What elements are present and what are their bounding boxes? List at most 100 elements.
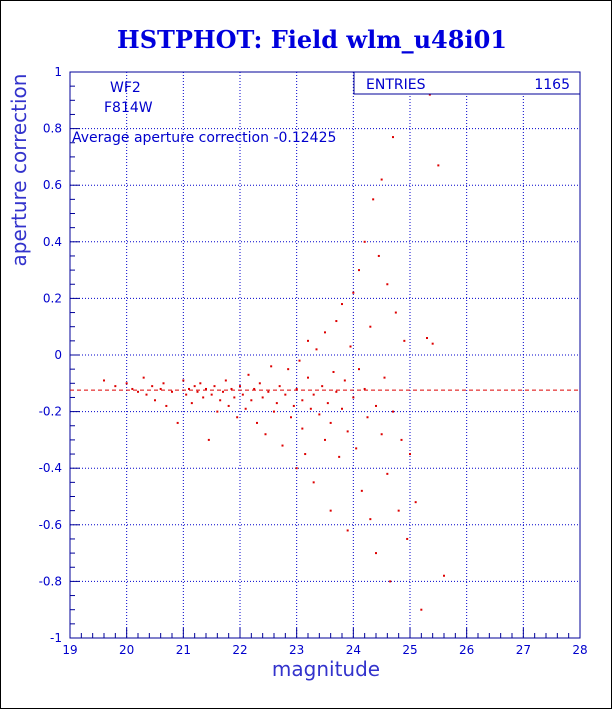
data-point: [397, 509, 400, 512]
data-point: [137, 390, 139, 393]
data-point: [372, 198, 375, 201]
data-point: [437, 164, 440, 167]
x-tick-label: 19: [62, 643, 77, 657]
data-point: [298, 359, 301, 362]
y-tick-label: -0.4: [39, 461, 62, 475]
data-point: [307, 339, 309, 342]
data-point: [222, 390, 224, 393]
data-point: [295, 467, 298, 470]
data-point: [394, 311, 397, 314]
data-point: [358, 368, 360, 371]
data-point: [159, 387, 162, 390]
data-point: [341, 303, 343, 306]
data-point: [244, 407, 247, 410]
data-point: [312, 393, 315, 396]
x-tick-label: 25: [402, 643, 417, 657]
data-point: [380, 433, 383, 436]
y-tick-label: -0.6: [39, 518, 62, 532]
data-point: [443, 574, 445, 577]
data-point: [403, 339, 406, 342]
data-point: [380, 178, 383, 181]
x-tick-label: 27: [516, 643, 531, 657]
data-point: [210, 393, 213, 396]
filter-label: F814W: [104, 100, 153, 116]
axis-ticks: 19 20 21 22 23 24 25 26 27 28 -1 -0.8 -0.6 -0.4 -0.2 0 0…: [39, 65, 588, 657]
data-point: [284, 393, 287, 396]
data-point: [315, 348, 318, 351]
data-point: [213, 385, 216, 388]
data-point: [190, 402, 193, 405]
data-point: [207, 438, 210, 441]
stats-value: 1165: [534, 77, 570, 93]
data-point: [145, 393, 148, 396]
x-tick-label: 21: [176, 643, 191, 657]
data-point: [352, 396, 355, 399]
data-point: [290, 416, 292, 419]
data-point: [125, 382, 128, 385]
data-point: [389, 580, 392, 583]
x-tick-label: 28: [572, 643, 587, 657]
data-point: [256, 421, 258, 424]
data-point: [281, 444, 284, 447]
data-point: [103, 379, 105, 382]
y-tick-label: 0.8: [43, 122, 62, 136]
data-point: [329, 421, 332, 424]
data-point: [275, 402, 278, 405]
data-point: [258, 382, 261, 385]
data-point: [230, 387, 233, 390]
data-point: [355, 447, 358, 450]
x-tick-label: 23: [289, 643, 304, 657]
data-point: [261, 396, 264, 399]
y-tick-label: 1: [54, 65, 62, 79]
data-point: [114, 385, 117, 388]
data-point: [312, 481, 315, 484]
data-point: [162, 382, 165, 385]
data-point: [292, 404, 295, 407]
data-point: [318, 413, 321, 416]
data-point: [295, 387, 298, 390]
chart-title: HSTPHOT: Field wlm_u48i01: [117, 25, 507, 54]
data-point: [409, 453, 411, 456]
y-axis-label: aperture correction: [7, 74, 31, 267]
y-tick-label: 0: [54, 348, 62, 362]
x-tick-label: 22: [232, 643, 247, 657]
data-point: [377, 254, 380, 257]
x-tick-label: 26: [459, 643, 474, 657]
data-point: [414, 501, 417, 504]
data-point: [196, 390, 199, 393]
data-point: [247, 373, 250, 376]
data-point: [278, 385, 281, 388]
data-point: [287, 368, 290, 371]
x-tick-label: 24: [346, 643, 361, 657]
data-point: [363, 387, 366, 390]
data-point: [375, 552, 377, 555]
data-point: [338, 455, 341, 458]
data-point: [171, 390, 173, 393]
data-point: [188, 387, 190, 390]
data-point: [406, 537, 409, 540]
data-point: [307, 376, 309, 379]
y-tick-label: 0.2: [43, 291, 62, 305]
stats-label: ENTRIES: [366, 77, 426, 93]
average-annotation: Average aperture correction -0.12425: [72, 130, 336, 146]
data-point: [349, 345, 352, 348]
data-point: [428, 93, 431, 96]
data-point: [326, 402, 329, 405]
data-point: [324, 331, 326, 334]
data-point: [227, 404, 230, 407]
data-point: [193, 385, 196, 388]
camera-label: WF2: [110, 80, 141, 96]
data-point: [224, 379, 227, 382]
y-tick-label: -0.2: [39, 405, 62, 419]
data-point: [151, 385, 154, 388]
data-point: [233, 396, 236, 399]
data-point: [239, 385, 241, 388]
data-point: [216, 410, 219, 413]
data-point: [343, 379, 346, 382]
data-point: [341, 407, 343, 410]
data-point: [392, 136, 394, 139]
data-point: [205, 387, 207, 390]
data-point: [369, 518, 372, 521]
data-point: [420, 608, 423, 611]
y-tick-label: 0.6: [43, 178, 62, 192]
